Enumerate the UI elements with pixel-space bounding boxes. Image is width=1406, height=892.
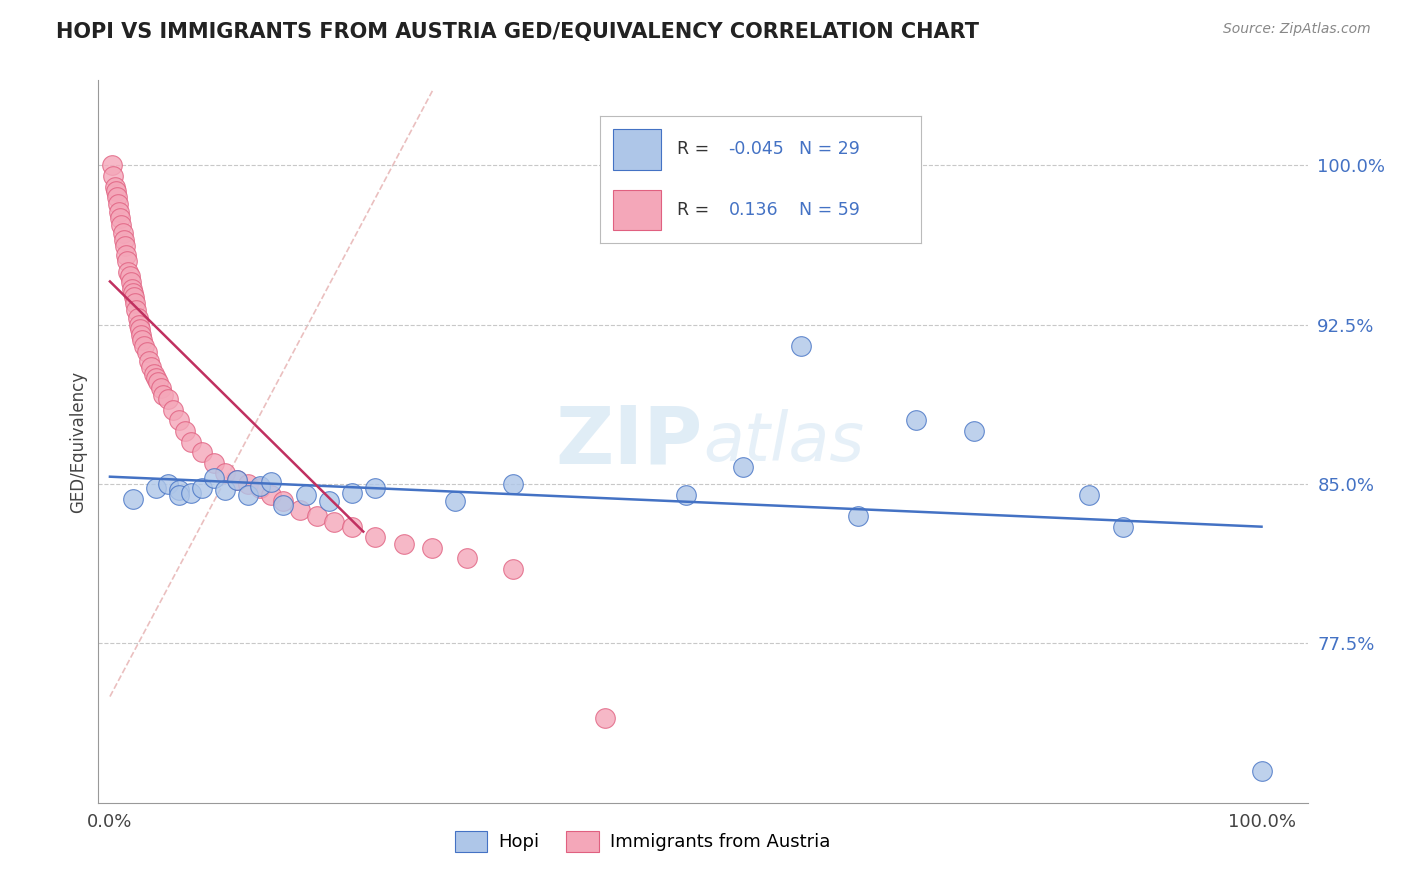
Point: [101, 158, 124, 172]
Point: [145, 371, 167, 385]
Point: [593, 711, 616, 725]
Point: [128, 318, 150, 332]
Point: [108, 205, 131, 219]
Point: [675, 488, 697, 502]
Point: [962, 424, 984, 438]
Point: [214, 467, 236, 481]
Point: [127, 311, 149, 326]
Point: [118, 268, 141, 283]
Point: [129, 328, 152, 343]
Point: [1250, 764, 1272, 778]
Point: [271, 494, 294, 508]
Point: [392, 536, 415, 550]
Point: [103, 179, 125, 194]
Point: [502, 562, 524, 576]
Point: [110, 218, 132, 232]
Point: [249, 481, 271, 495]
Point: [173, 424, 195, 438]
Point: [134, 339, 156, 353]
Point: [340, 519, 363, 533]
Point: [1112, 519, 1135, 533]
Point: [104, 184, 127, 198]
Point: [905, 413, 928, 427]
Y-axis label: GED/Equivalency: GED/Equivalency: [69, 370, 87, 513]
Point: [167, 488, 190, 502]
Point: [110, 211, 132, 226]
Point: [107, 196, 129, 211]
Text: ZIP: ZIP: [555, 402, 703, 481]
Point: [135, 345, 157, 359]
Point: [124, 296, 146, 310]
Point: [103, 169, 125, 183]
Point: [148, 375, 170, 389]
Point: [122, 491, 145, 506]
Point: [122, 285, 145, 300]
Point: [141, 360, 163, 375]
Point: [288, 502, 311, 516]
Point: [111, 227, 134, 241]
Point: [364, 530, 387, 544]
Point: [125, 302, 148, 317]
Point: [115, 253, 138, 268]
Point: [120, 275, 142, 289]
Point: [249, 479, 271, 493]
Point: [225, 473, 247, 487]
Point: [117, 264, 139, 278]
Text: HOPI VS IMMIGRANTS FROM AUSTRIA GED/EQUIVALENCY CORRELATION CHART: HOPI VS IMMIGRANTS FROM AUSTRIA GED/EQUI…: [56, 22, 979, 42]
Point: [202, 456, 225, 470]
Point: [121, 281, 143, 295]
Point: [848, 508, 870, 523]
Point: [115, 247, 138, 261]
Point: [214, 483, 236, 498]
Point: [790, 339, 813, 353]
Point: [236, 488, 259, 502]
Point: [502, 477, 524, 491]
Point: [156, 477, 179, 491]
Point: [149, 381, 172, 395]
Point: [105, 190, 128, 204]
Point: [323, 516, 346, 530]
Point: [128, 322, 150, 336]
Point: [167, 483, 190, 498]
Point: [260, 475, 283, 489]
Point: [191, 481, 214, 495]
Point: [167, 413, 190, 427]
Point: [122, 290, 145, 304]
Point: [114, 239, 136, 253]
Point: [131, 333, 153, 347]
Point: [260, 488, 283, 502]
Point: [162, 402, 184, 417]
Point: [191, 445, 214, 459]
Text: atlas: atlas: [703, 409, 865, 475]
Point: [444, 494, 467, 508]
Point: [225, 473, 247, 487]
Text: Source: ZipAtlas.com: Source: ZipAtlas.com: [1223, 22, 1371, 37]
Point: [456, 551, 478, 566]
Point: [1077, 488, 1099, 502]
Point: [364, 481, 387, 495]
Legend: Hopi, Immigrants from Austria: Hopi, Immigrants from Austria: [447, 823, 838, 859]
Point: [145, 481, 167, 495]
Point: [422, 541, 444, 555]
Point: [307, 508, 329, 523]
Point: [340, 485, 363, 500]
Point: [318, 494, 340, 508]
Point: [236, 477, 259, 491]
Point: [142, 367, 165, 381]
Point: [202, 470, 225, 484]
Point: [733, 460, 755, 475]
Point: [180, 434, 202, 449]
Point: [180, 485, 202, 500]
Point: [112, 233, 135, 247]
Point: [294, 488, 316, 502]
Point: [271, 498, 294, 512]
Point: [138, 353, 160, 368]
Point: [156, 392, 179, 406]
Point: [152, 388, 174, 402]
